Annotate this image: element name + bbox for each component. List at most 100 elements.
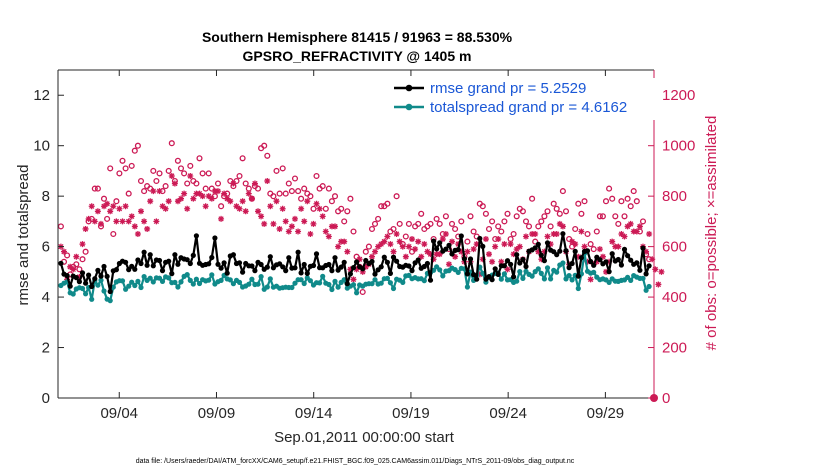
possible-obs-point <box>559 188 566 195</box>
assimilated-obs-point <box>285 228 292 235</box>
assimilated-obs-point <box>168 172 175 179</box>
assimilated-obs-point <box>378 241 385 248</box>
assimilated-obs-point <box>193 190 200 197</box>
possible-obs-point <box>233 177 240 185</box>
assimilated-obs-point <box>353 266 360 273</box>
possible-obs-point <box>547 223 554 230</box>
possible-obs-point <box>168 140 175 147</box>
assimilated-obs-point <box>199 193 206 200</box>
rmse-point <box>298 270 304 276</box>
totalspread-point <box>643 287 649 293</box>
assimilated-obs-point <box>159 203 166 210</box>
rmse-point <box>113 267 119 273</box>
rmse-point <box>443 246 449 252</box>
possible-obs-point <box>165 167 172 174</box>
possible-obs-point <box>64 252 71 259</box>
rmse-point <box>557 248 563 254</box>
assimilated-obs-point <box>569 238 576 245</box>
totalspread-point <box>301 280 307 287</box>
assimilated-obs-point <box>156 188 163 195</box>
possible-obs-point <box>418 210 425 217</box>
totalspread-point <box>292 280 298 286</box>
possible-obs-point <box>362 248 369 255</box>
possible-obs-point <box>202 185 209 192</box>
possible-obs-point <box>208 185 215 192</box>
totalspread-point <box>267 276 273 282</box>
rmse-point <box>126 267 132 273</box>
assimilated-obs-point <box>196 190 203 197</box>
totalspread-point <box>132 282 138 289</box>
rmse-point <box>190 252 196 258</box>
possible-obs-point <box>575 200 582 207</box>
rmse-point <box>464 271 470 277</box>
assimilated-obs-point <box>372 248 379 255</box>
rmse-point <box>344 281 350 287</box>
rmse-point <box>640 245 646 251</box>
rmse-point <box>523 263 529 270</box>
rmse-point <box>295 249 301 255</box>
assimilated-obs-point <box>547 241 554 248</box>
possible-obs-point <box>350 228 357 235</box>
assimilated-obs-point <box>82 225 89 232</box>
rmse-point <box>286 255 292 261</box>
assimilated-obs-point <box>282 218 289 225</box>
assimilated-obs-point <box>658 268 665 275</box>
assimilated-obs-point <box>298 205 305 212</box>
totalspread-point <box>317 280 323 286</box>
series-layer <box>57 140 665 402</box>
totalspread-point <box>209 272 215 278</box>
possible-obs-point <box>156 170 163 177</box>
rmse-point <box>618 262 625 268</box>
x-tick-label: 09/19 <box>392 405 430 422</box>
assimilated-obs-point <box>60 248 67 255</box>
assimilated-obs-point <box>125 218 132 225</box>
possible-obs-point <box>282 190 289 197</box>
assimilated-obs-point <box>236 205 243 212</box>
rmse-point <box>508 261 514 267</box>
assimilated-obs-point <box>91 218 98 225</box>
assimilated-obs-point <box>415 238 422 245</box>
assimilated-obs-point <box>458 248 465 255</box>
y-tick-right-label: 800 <box>662 188 687 205</box>
rmse-point <box>86 272 92 278</box>
assimilated-obs-point <box>79 241 86 248</box>
rmse-point <box>79 270 86 276</box>
possible-obs-point <box>587 241 594 248</box>
assimilated-obs-point <box>612 243 619 250</box>
totalspread-point <box>246 281 252 287</box>
possible-obs-point <box>319 183 326 190</box>
possible-obs-point <box>365 243 372 250</box>
possible-obs-point <box>76 266 83 273</box>
rmse-point <box>471 272 477 278</box>
rmse-point <box>394 258 400 264</box>
assimilated-obs-point <box>409 236 416 243</box>
rmse-point <box>221 260 227 266</box>
possible-obs-point <box>402 233 409 240</box>
assimilated-obs-point <box>255 208 262 215</box>
rmse-point <box>591 262 597 268</box>
rmse-point <box>283 268 289 274</box>
assimilated-obs-point <box>609 238 616 245</box>
assimilated-obs-point <box>393 231 400 237</box>
assimilated-obs-point <box>652 266 659 273</box>
possible-obs-point <box>227 177 234 185</box>
assimilated-obs-point <box>513 246 520 253</box>
possible-obs-point <box>593 228 600 235</box>
possible-obs-point <box>639 218 647 225</box>
rmse-point <box>64 273 70 279</box>
possible-obs-point <box>368 225 376 233</box>
possible-obs-point <box>485 225 493 233</box>
assimilated-obs-point <box>618 231 625 237</box>
rmse-point <box>575 273 581 279</box>
possible-obs-point <box>261 142 268 149</box>
possible-obs-point <box>609 195 616 202</box>
rmse-point <box>258 261 264 268</box>
assimilated-obs-point <box>313 200 320 207</box>
rmse-point <box>169 271 175 277</box>
possible-obs-point <box>100 195 108 202</box>
assimilated-obs-point <box>556 220 563 227</box>
possible-obs-point <box>436 220 443 227</box>
assimilated-obs-point <box>495 236 502 243</box>
rmse-point <box>560 231 566 237</box>
rmse-point <box>156 257 163 264</box>
